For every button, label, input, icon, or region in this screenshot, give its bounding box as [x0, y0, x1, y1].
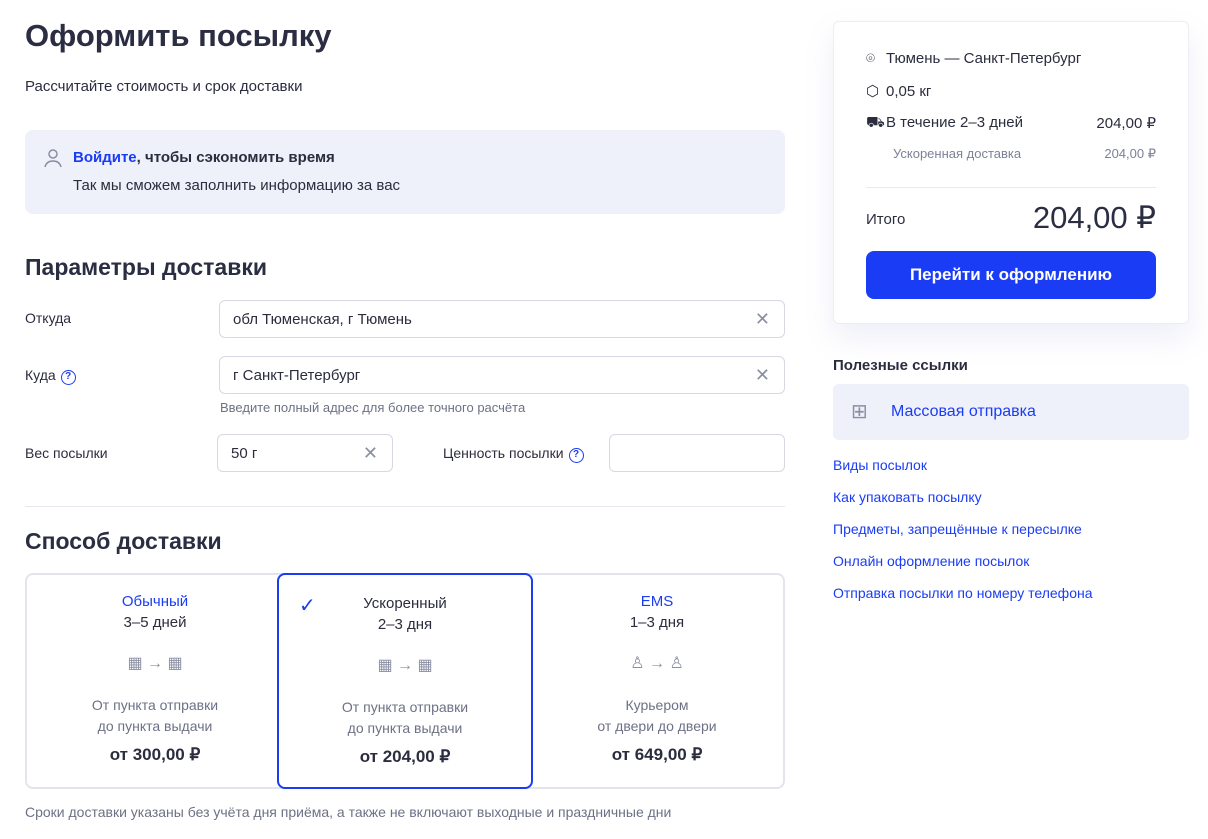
page-title: Оформить посылку	[25, 18, 332, 53]
office-to-office-icon: ▦ → ▦	[377, 657, 433, 674]
office-to-office-icon: ▦ → ▦	[127, 655, 183, 672]
to-value: г Санкт-Петербург	[233, 367, 361, 384]
delivery-heading: Способ доставки	[25, 528, 222, 554]
from-label: Откуда	[25, 310, 72, 326]
to-label: Куда?	[25, 367, 76, 385]
option-desc: Курьером	[625, 697, 689, 713]
user-icon	[44, 149, 62, 168]
declared-label: Ценность посылки?	[443, 445, 584, 463]
link-parcel-types[interactable]: Виды посылок	[833, 457, 927, 473]
links-heading: Полезные ссылки	[833, 357, 968, 374]
truck-icon: ⛟	[866, 114, 885, 131]
summary-term: В течение 2–3 дней	[886, 114, 1023, 131]
link-online[interactable]: Онлайн оформление посылок	[833, 553, 1030, 569]
summary-service: Ускоренная доставка	[893, 146, 1022, 161]
option-desc: до пункта выдачи	[347, 720, 463, 736]
option-title: Обычный	[121, 593, 189, 610]
from-input[interactable]: обл Тюменская, г Тюмень ✕	[219, 300, 785, 338]
from-value: обл Тюменская, г Тюмень	[233, 311, 412, 328]
link-prohibited[interactable]: Предметы, запрещённые к пересылке	[833, 521, 1082, 537]
delivery-option-ems[interactable]: EMS 1–3 дня ♙ → ♙ Курьером от двери до дв…	[529, 573, 785, 789]
option-title: Ускоренный	[363, 595, 447, 612]
summary-route: Тюмень — Санкт-Петербург	[886, 50, 1082, 67]
clear-icon[interactable]: ✕	[362, 443, 378, 463]
option-title: EMS	[640, 593, 674, 610]
door-to-door-icon: ♙ → ♙	[630, 655, 684, 672]
option-price: от 204,00 ₽	[359, 747, 451, 766]
summary-service-price: 204,00 ₽	[1104, 146, 1156, 161]
divider	[25, 506, 785, 507]
login-link[interactable]: Войдите	[73, 149, 137, 166]
option-price: от 300,00 ₽	[109, 745, 201, 764]
option-desc: От пункта отправки	[341, 699, 469, 715]
summary-card: ⌾ Тюмень — Санкт-Петербург ⬡ 0,05 кг ⛟В те…	[833, 21, 1189, 324]
delivery-note: Сроки доставки указаны без учёта дня при…	[25, 804, 672, 820]
checkout-button[interactable]: Перейти к оформлению	[866, 251, 1156, 299]
option-days: 1–3 дня	[629, 614, 685, 631]
option-desc: до пункта выдачи	[97, 718, 213, 734]
link-packing[interactable]: Как упаковать посылку	[833, 489, 982, 505]
option-days: 2–3 дня	[377, 616, 433, 633]
total-value: 204,00 ₽	[1032, 200, 1156, 235]
mass-shipping-label: Массовая отправка	[891, 403, 1036, 420]
login-subtext: Так мы сможем заполнить информацию за ва…	[73, 177, 401, 194]
declared-input[interactable]	[609, 434, 785, 472]
box-icon: ⬡	[866, 83, 880, 100]
clear-icon[interactable]: ✕	[754, 365, 770, 385]
summary-weight: 0,05 кг	[886, 83, 932, 100]
box-plus-icon: ⊞	[851, 401, 868, 423]
summary-term-price: 204,00 ₽	[1096, 115, 1156, 132]
to-input[interactable]: г Санкт-Петербург ✕	[219, 356, 785, 394]
check-icon: ✓	[299, 595, 316, 617]
clear-icon[interactable]: ✕	[754, 309, 770, 329]
help-icon[interactable]: ?	[568, 448, 584, 463]
declared-label-text: Ценность посылки	[443, 445, 564, 461]
link-phone[interactable]: Отправка посылки по номеру телефона	[833, 585, 1093, 601]
option-price: от 649,00 ₽	[611, 745, 703, 764]
delivery-option-express[interactable]: ✓ Ускоренный 2–3 дня ▦ → ▦ От пункта отп…	[277, 573, 533, 789]
weight-input[interactable]: 50 г ✕	[217, 434, 393, 472]
to-hint: Введите полный адрес для более точного р…	[220, 400, 526, 415]
weight-value: 50 г	[231, 445, 258, 462]
login-banner: Войдите, чтобы сэкономить время Так мы с…	[25, 130, 785, 214]
login-text: , чтобы сэкономить время	[136, 149, 335, 166]
params-heading: Параметры доставки	[25, 254, 267, 280]
location-pin-icon: ⌾	[866, 50, 876, 67]
option-days: 3–5 дней	[123, 614, 187, 631]
option-desc: От пункта отправки	[91, 697, 219, 713]
delivery-option-regular[interactable]: Обычный 3–5 дней ▦ → ▦ От пункта отправк…	[27, 573, 283, 789]
divider	[866, 187, 1156, 188]
to-label-text: Куда	[25, 367, 56, 383]
page-subtitle: Рассчитайте стоимость и срок доставки	[25, 78, 303, 95]
mass-shipping-link[interactable]: ⊞ Массовая отправка	[833, 384, 1189, 440]
help-icon[interactable]: ?	[60, 370, 76, 385]
total-label: Итого	[866, 211, 906, 228]
delivery-options: Обычный 3–5 дней ▦ → ▦ От пункта отправк…	[25, 573, 785, 789]
option-desc: от двери до двери	[597, 718, 717, 734]
weight-label: Вес посылки	[25, 445, 108, 461]
